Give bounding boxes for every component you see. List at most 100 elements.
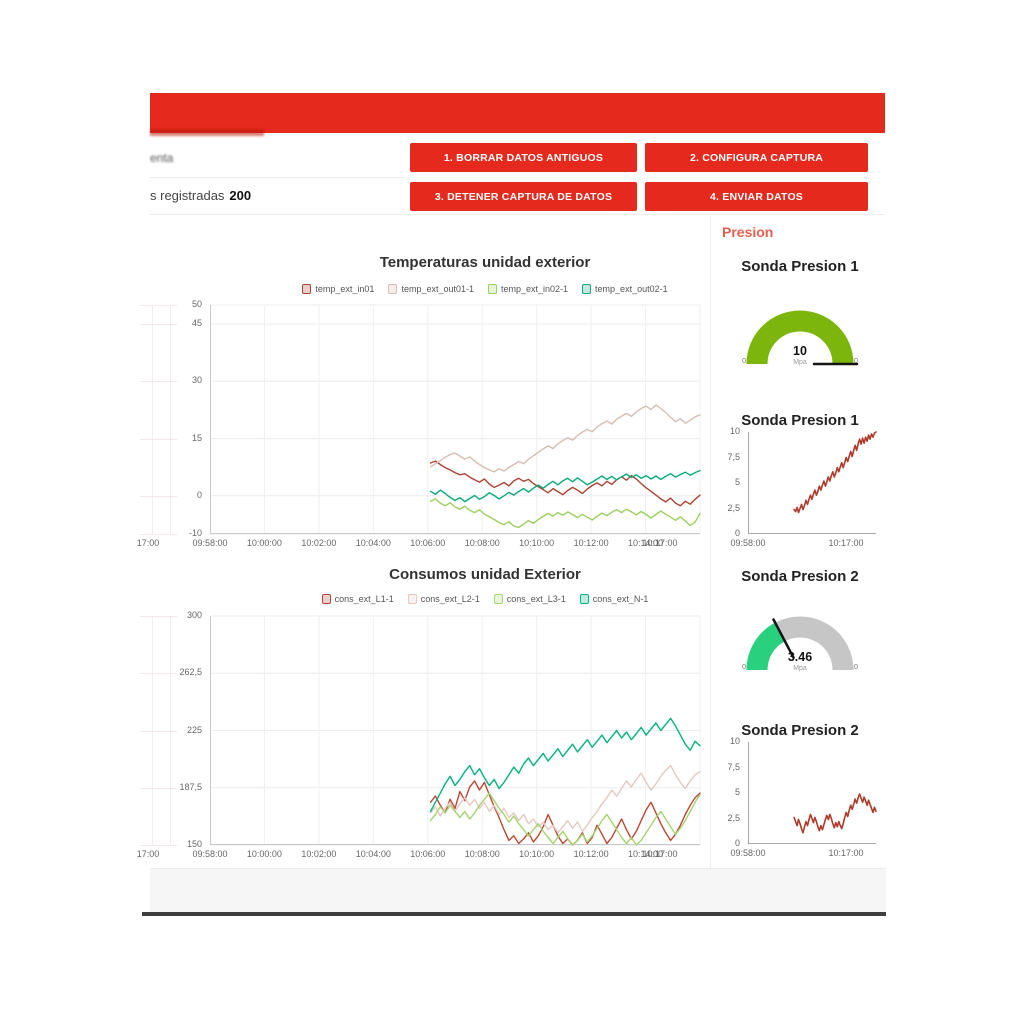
legend-item[interactable]: temp_ext_out02-1 bbox=[582, 284, 668, 294]
presion-section-title: Presion bbox=[722, 224, 774, 240]
y-tick-label: 45 bbox=[191, 318, 202, 329]
gauge-max-label: 10 bbox=[849, 662, 858, 671]
sidebar-divider bbox=[710, 216, 711, 868]
legend-label: cons_ext_L3-1 bbox=[506, 594, 566, 604]
y-tick-label: 187,5 bbox=[179, 781, 202, 792]
cropped-chart-gridline bbox=[170, 305, 171, 534]
temperaturas-chart-title: Temperaturas unidad exterior bbox=[379, 254, 591, 271]
x-tick-label: 09:58:00 bbox=[192, 538, 228, 548]
legend-item[interactable]: cons_ext_L3-1 bbox=[493, 594, 566, 604]
legend-swatch-icon bbox=[321, 594, 331, 604]
configura-captura-button[interactable]: 2. CONFIGURA CAPTURA bbox=[645, 143, 868, 172]
y-tick-label: 300 bbox=[186, 610, 202, 620]
x-tick-label: 10:00:00 bbox=[246, 538, 282, 548]
legend-item[interactable]: cons_ext_L2-1 bbox=[407, 594, 480, 604]
cropped-chart-gridline bbox=[152, 305, 153, 534]
x-tick-label: 10:06:00 bbox=[410, 538, 446, 548]
cropped-chart-gridline-h bbox=[140, 845, 177, 846]
x-tick-label: 10:10:00 bbox=[519, 849, 555, 859]
samples-registered-label: s registradas bbox=[150, 188, 225, 203]
gauge-value: 3.46 bbox=[787, 650, 813, 664]
x-tick-label: 09:58:00 bbox=[730, 538, 766, 548]
y-tick-label: 2,5 bbox=[727, 812, 740, 823]
y-tick-label: 5 bbox=[734, 787, 740, 797]
legend-swatch-icon bbox=[488, 284, 497, 294]
series-Sonda Presion 2 bbox=[793, 793, 877, 834]
temperaturas-legend: temp_ext_in01 temp_ext_out01-1 temp_ext_in… bbox=[150, 284, 765, 294]
y-tick-label: 50 bbox=[191, 299, 202, 309]
legend-swatch-icon bbox=[579, 594, 589, 604]
x-tick-label: 10:10:00 bbox=[519, 538, 555, 548]
plot-canvas bbox=[210, 615, 701, 846]
series-cons_ext_L3-1 bbox=[429, 792, 701, 846]
cropped-chart-gridline-h bbox=[140, 324, 177, 326]
consumos-chart-title: Consumos unidad Exterior bbox=[389, 566, 581, 583]
legend-item[interactable]: temp_ext_out01-1 bbox=[388, 284, 474, 294]
sonda-presion-1-spark[interactable]: 10 7,5 5 2,5 0 09:58:00 10:17:00 bbox=[727, 426, 877, 548]
gauge-needle bbox=[772, 618, 795, 659]
legend-swatch-icon bbox=[302, 284, 312, 294]
series-cons_ext_L1-1 bbox=[429, 780, 701, 846]
y-tick-label: 150 bbox=[186, 839, 202, 849]
x-tick-label: 10:12:00 bbox=[573, 849, 609, 859]
gauge-value-arc bbox=[746, 622, 786, 671]
x-tick-label: 09:58:00 bbox=[730, 848, 766, 858]
x-tick-label: 10:04:00 bbox=[355, 849, 391, 859]
y-tick-label: 30 bbox=[191, 375, 202, 386]
x-tick-label: 10:08:00 bbox=[464, 538, 500, 548]
gauge-canvas bbox=[746, 616, 854, 671]
x-tick-label: 10:14:00 bbox=[628, 538, 664, 548]
samples-registered-count: 200 bbox=[229, 188, 252, 203]
cropped-chart-gridline-h bbox=[140, 381, 177, 383]
gauge-canvas bbox=[746, 310, 859, 366]
legend-item[interactable]: cons_ext_N-1 bbox=[579, 594, 648, 604]
y-tick-label: -10 bbox=[188, 528, 202, 538]
sonda-presion-2-gauge-title: Sonda Presion 2 bbox=[741, 568, 859, 585]
series-temp_ext_in01 bbox=[429, 460, 701, 507]
info-row-account: enta bbox=[150, 139, 405, 178]
x-tick-label: 10:17:00 bbox=[828, 848, 864, 858]
sonda-presion-2-spark-title: Sonda Presion 2 bbox=[741, 722, 859, 739]
series-temp_ext_out01-1 bbox=[429, 404, 701, 473]
gauge-min-label: 0 bbox=[742, 662, 747, 671]
plot-canvas bbox=[748, 431, 877, 534]
y-tick-label: 0 bbox=[196, 489, 202, 500]
gauge-unit: Mpa bbox=[793, 665, 807, 672]
cropped-chart-gridline-h bbox=[140, 730, 177, 732]
legend-item[interactable]: cons_ext_L1-1 bbox=[321, 594, 394, 604]
legend-label: cons_ext_L2-1 bbox=[420, 594, 480, 604]
info-row-samples: s registradas 200 bbox=[150, 177, 405, 215]
y-tick-label: 10 bbox=[729, 736, 740, 746]
x-tick-label: 10:06:00 bbox=[410, 849, 446, 859]
enviar-datos-button[interactable]: 4. ENVIAR DATOS bbox=[645, 182, 868, 211]
legend-item[interactable]: temp_ext_in02-1 bbox=[488, 284, 568, 294]
legend-label: cons_ext_L1-1 bbox=[334, 594, 394, 604]
y-tick-label: 225 bbox=[186, 724, 202, 735]
divider bbox=[150, 214, 885, 215]
sonda-presion-2-gauge[interactable]: 3.46 Mpa 0 10 bbox=[725, 598, 875, 690]
gauge-min-label: 0 bbox=[742, 356, 747, 365]
cropped-chart-gridline-h bbox=[140, 673, 177, 675]
legend-item[interactable]: temp_ext_in01 bbox=[302, 284, 374, 294]
x-tick-label: 10:02:00 bbox=[301, 538, 337, 548]
sonda-presion-1-gauge[interactable]: 10 Mpa 0 10 bbox=[725, 292, 875, 384]
cropped-chart-x-tick: 17:00 bbox=[136, 849, 160, 859]
borrar-datos-antiguos-button[interactable]: 1. BORRAR DATOS ANTIGUOS bbox=[410, 143, 637, 172]
detener-captura-button[interactable]: 3. DETENER CAPTURA DE DATOS bbox=[410, 182, 637, 211]
consumos-chart[interactable]: 300 262,5 225 187,5 150 09:58:00 10:00:00 10:02… bbox=[140, 610, 701, 859]
x-tick-label: 10:17:00 bbox=[642, 849, 678, 859]
plot-canvas bbox=[748, 742, 877, 844]
cropped-chart-gridline-h bbox=[140, 305, 177, 306]
temperaturas-chart[interactable]: 50 45 30 15 0 -10 09:58:00 10:00:00 10:02:00 10:0… bbox=[140, 299, 701, 548]
x-tick-label: 10:02:00 bbox=[301, 849, 337, 859]
legend-swatch-icon bbox=[493, 594, 503, 604]
sonda-presion-1-spark-title: Sonda Presion 1 bbox=[741, 412, 859, 429]
sonda-presion-2-spark[interactable]: 10 7,5 5 2,5 0 09:58:00 10:17:00 bbox=[727, 736, 877, 858]
x-tick-label: 10:00:00 bbox=[246, 849, 282, 859]
cropped-chart-gridline-h bbox=[140, 534, 177, 535]
cropped-chart-gridline-h bbox=[140, 616, 177, 617]
legend-swatch-icon bbox=[388, 284, 398, 294]
consumos-legend: cons_ext_L1-1 cons_ext_L2-1 cons_ext_L3-1 c… bbox=[150, 594, 765, 604]
legend-swatch-icon bbox=[582, 284, 592, 294]
x-tick-label: 10:14:00 bbox=[628, 849, 664, 859]
